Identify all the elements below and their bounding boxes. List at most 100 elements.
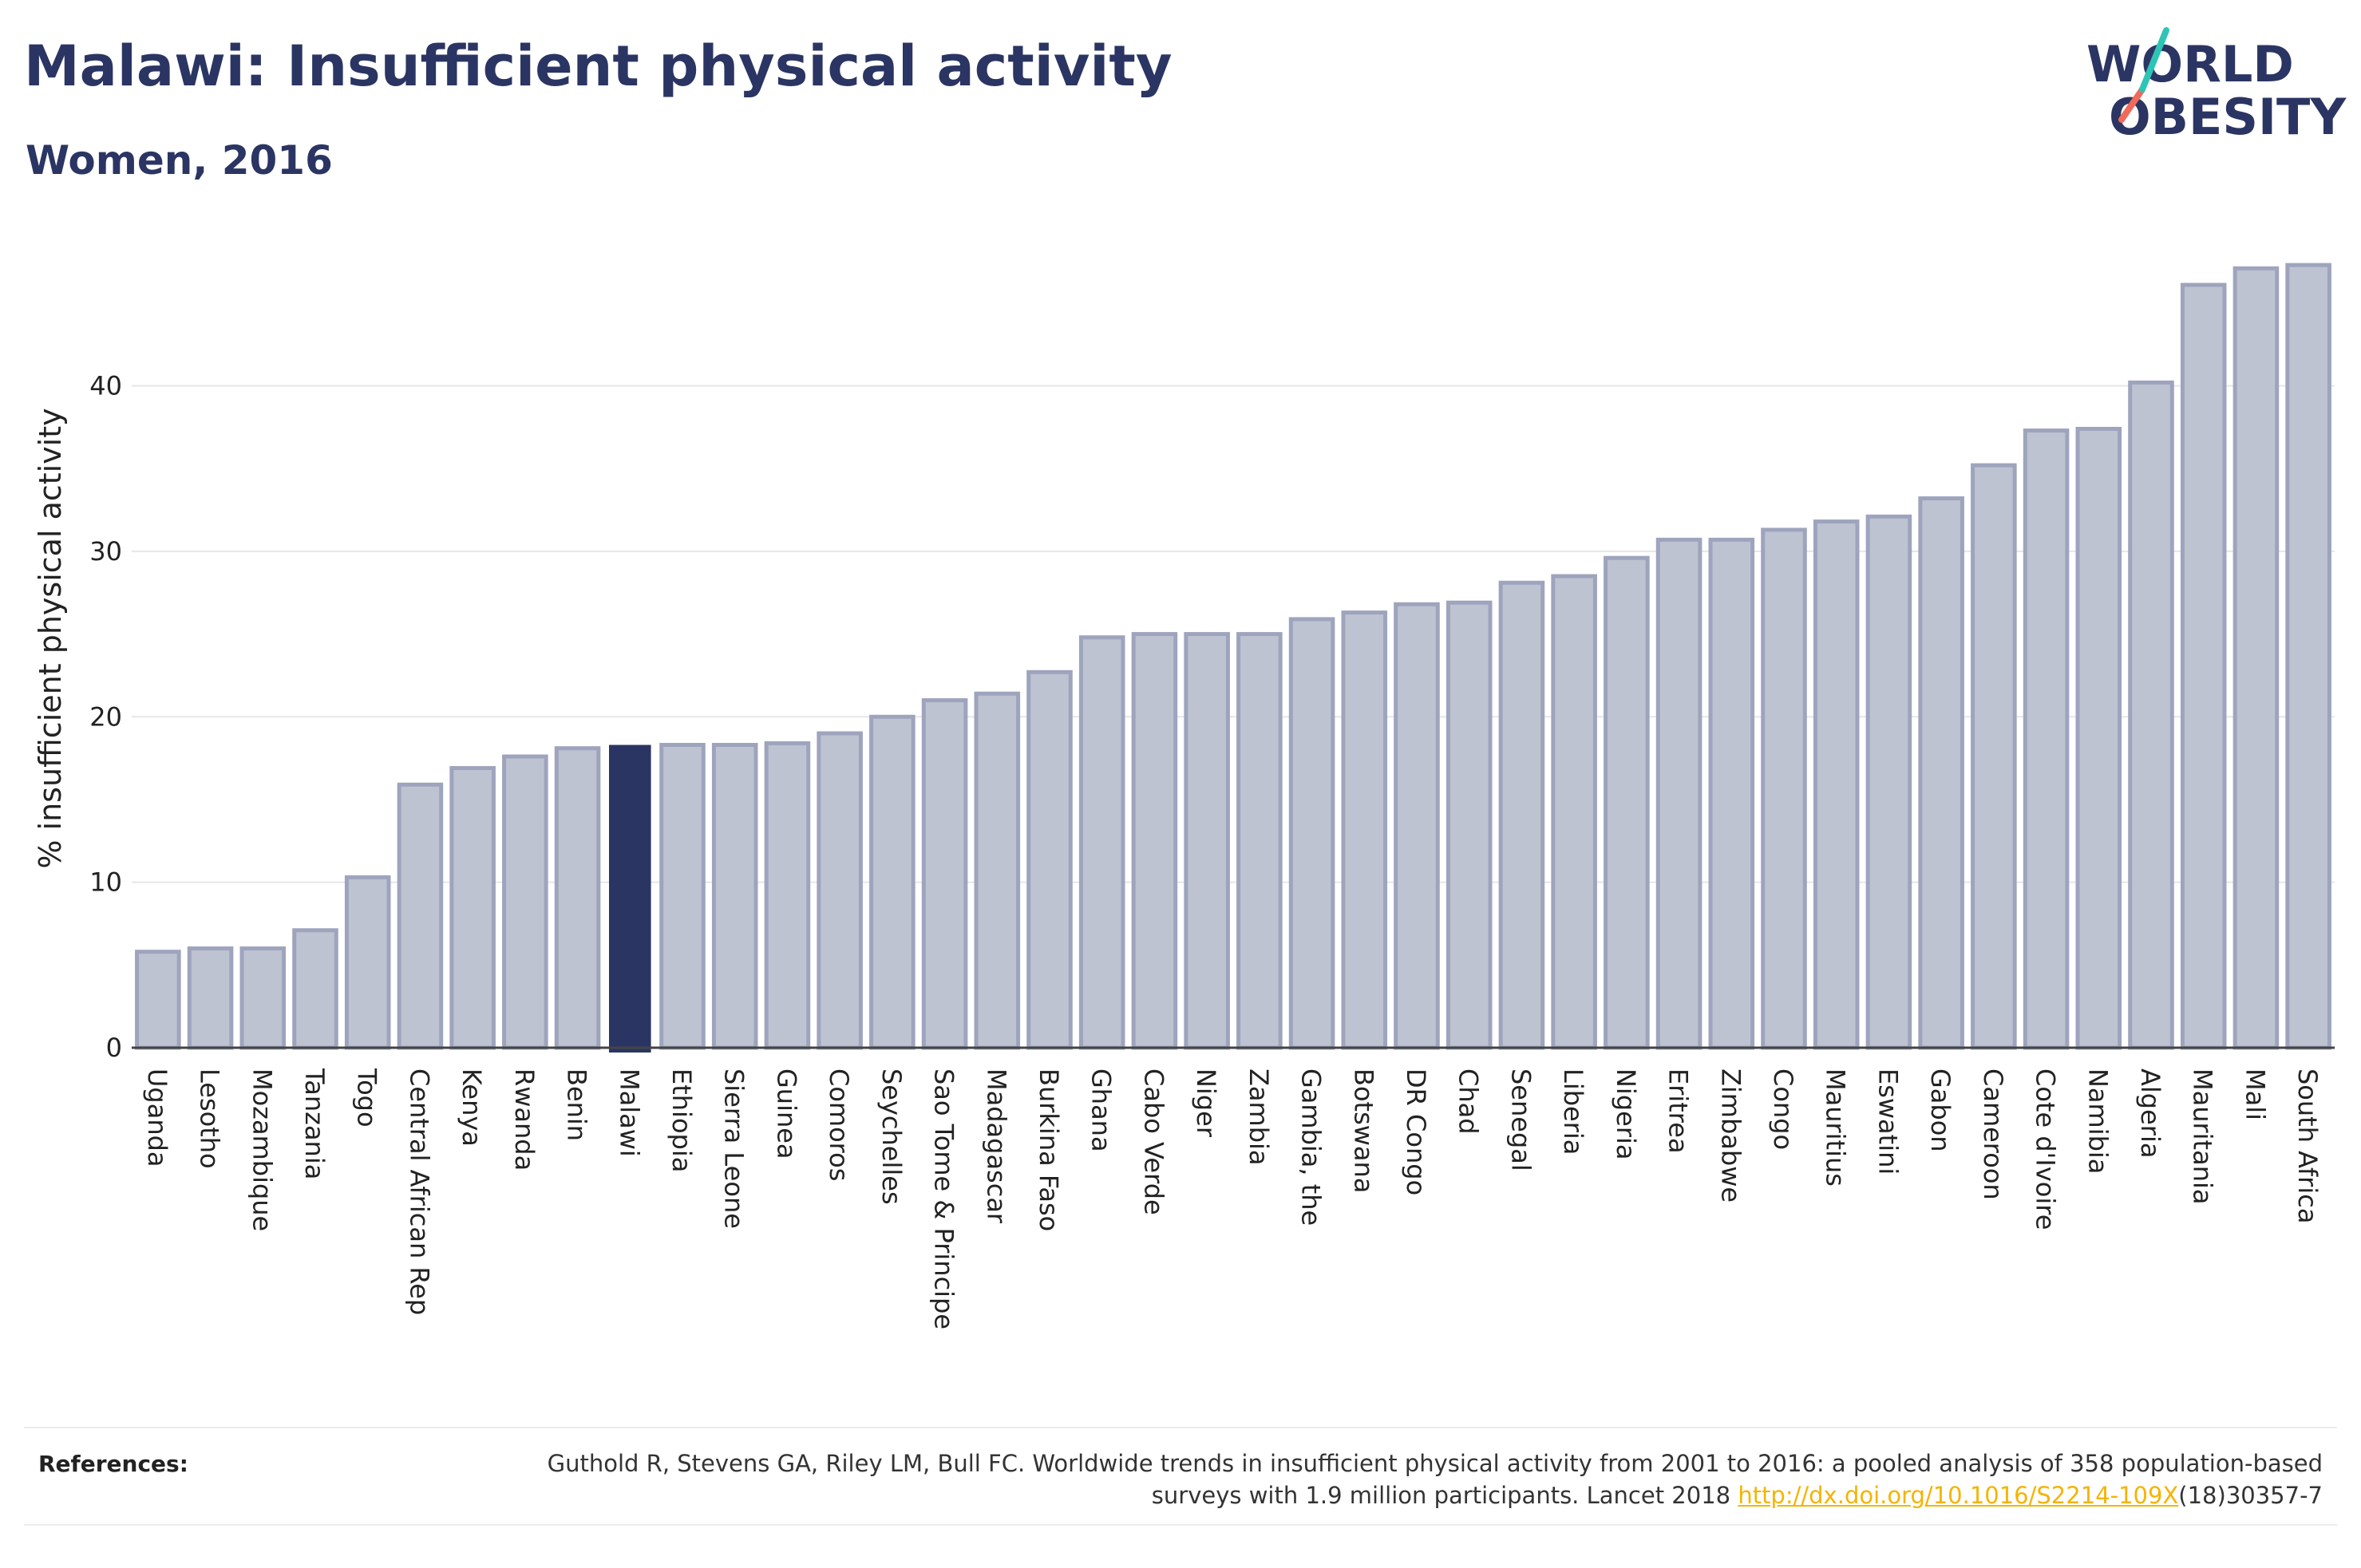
bar-niger	[1184, 632, 1230, 1050]
x-category-label: Mauritania	[2188, 1068, 2218, 1204]
bar-mali	[2232, 266, 2280, 1050]
y-tick-label: 10	[89, 867, 122, 898]
x-category-label: Madagascar	[981, 1068, 1011, 1224]
bar-chad	[1445, 600, 1493, 1050]
bar-cameroon	[1971, 463, 2017, 1050]
bar-tanzania	[292, 928, 338, 1050]
x-category-label: Gambia, the	[1296, 1068, 1327, 1226]
bar-kenya	[449, 766, 496, 1050]
x-category-label: Cote d'Ivoire	[2031, 1068, 2061, 1230]
x-category-label: Guinea	[771, 1068, 801, 1159]
x-category-label: Mauritius	[1821, 1068, 1851, 1187]
bar-madagascar	[974, 691, 1021, 1050]
x-category-label: Ethiopia	[666, 1068, 697, 1172]
world-obesity-logo: WORLD OBESITY	[2086, 27, 2347, 146]
bar-zimbabwe	[1708, 537, 1755, 1050]
bar-guinea	[764, 741, 811, 1050]
x-category-label: Benin	[562, 1068, 592, 1141]
x-category-label: Kenya	[457, 1068, 487, 1147]
x-category-label: Rwanda	[509, 1068, 540, 1171]
reference-citation-suffix: (18)30357-7	[2178, 1482, 2323, 1509]
bar-sao-tome-principe	[921, 698, 968, 1050]
bar-congo	[1761, 527, 1807, 1050]
logo-slash-teal	[2139, 27, 2169, 93]
bar-gabon	[1918, 496, 1964, 1050]
x-category-label: Ghana	[1086, 1068, 1117, 1152]
x-category-label: Zambia	[1244, 1068, 1274, 1166]
bar-liberia	[1551, 574, 1597, 1050]
bar-cabo-verde	[1131, 632, 1178, 1050]
x-category-label: DR Congo	[1401, 1068, 1431, 1195]
x-category-label: Cameroon	[1978, 1068, 2008, 1200]
logo-word-1: WORLD	[2086, 35, 2294, 93]
y-axis-ticks: 0 10 20 30 40	[89, 371, 122, 1063]
x-category-label: Gabon	[1925, 1068, 1956, 1152]
y-tick-label: 30	[89, 536, 122, 567]
bar-chart: 0 10 20 30 40 Uganda Lesotho Mozambique Tanzani…	[33, 263, 2335, 1329]
bar-burkina-faso	[1026, 669, 1073, 1050]
bar-eritrea	[1655, 537, 1703, 1050]
bar-namibia	[2075, 426, 2122, 1050]
y-tick-label: 20	[89, 701, 122, 732]
x-category-label: Cabo Verde	[1138, 1068, 1169, 1215]
x-axis-labels: Uganda Lesotho Mozambique Tanzania Togo Centr…	[142, 1068, 2323, 1329]
bar-gambia-the	[1288, 617, 1335, 1050]
x-category-label: Mali	[2240, 1068, 2270, 1120]
bar-nigeria	[1604, 555, 1650, 1050]
x-category-label: Niger	[1191, 1068, 1221, 1138]
x-category-label: Zimbabwe	[1715, 1068, 1746, 1203]
x-category-label: Sao Tome & Principe	[929, 1068, 959, 1329]
y-tick-label: 0	[106, 1033, 122, 1063]
logo-slash-coral	[2118, 86, 2145, 123]
bar-comoros	[817, 731, 863, 1050]
bar-sierra-leone	[711, 743, 758, 1050]
reference-doi-link[interactable]: http://dx.doi.org/10.1016/S2214-109X	[1738, 1482, 2179, 1509]
bar-ethiopia	[659, 743, 706, 1050]
bar-mozambique	[239, 946, 287, 1050]
x-category-label: Lesotho	[195, 1068, 225, 1169]
chart-title: Malawi: Insufficient physical activity	[24, 34, 1173, 99]
x-category-label: Burkina Faso	[1034, 1068, 1064, 1231]
references-text: Guthold R, Stevens GA, Riley LM, Bull FC…	[487, 1448, 2323, 1511]
x-category-label: Comoros	[824, 1068, 854, 1181]
bar-senegal	[1498, 580, 1545, 1050]
x-category-label: South Africa	[2292, 1068, 2323, 1223]
gridlines	[132, 385, 2335, 883]
bar-ghana	[1078, 635, 1125, 1050]
chart-subtitle: Women, 2016	[26, 137, 333, 184]
x-category-label: Congo	[1768, 1068, 1798, 1150]
x-category-label: Malawi	[614, 1068, 644, 1157]
bar-botswana	[1341, 610, 1388, 1050]
x-category-label: Sierra Leone	[719, 1068, 749, 1229]
logo-word-2: OBESITY	[2109, 88, 2347, 146]
bar-lesotho	[187, 946, 234, 1050]
bar-central-african-rep	[397, 782, 444, 1050]
x-category-label: Senegal	[1505, 1068, 1536, 1171]
bar-benin	[554, 746, 601, 1050]
x-category-label: Botswana	[1348, 1068, 1378, 1193]
x-category-label: Uganda	[142, 1068, 172, 1167]
bar-mauritania	[2180, 282, 2227, 1050]
bar-south-africa	[2285, 263, 2331, 1050]
bar-togo	[344, 875, 391, 1050]
x-category-label: Central African Rep	[404, 1068, 434, 1315]
x-category-label: Eswatini	[1873, 1068, 1903, 1175]
x-category-label: Tanzania	[299, 1068, 330, 1179]
bar-algeria	[2128, 380, 2174, 1050]
x-category-label: Eritrea	[1663, 1068, 1694, 1154]
bar-mauritius	[1813, 519, 1860, 1050]
bar-zambia	[1236, 632, 1283, 1050]
bar-rwanda	[502, 754, 548, 1050]
bar-uganda	[135, 950, 181, 1050]
x-category-label: Namibia	[2082, 1068, 2113, 1174]
reference-citation: Guthold R, Stevens GA, Riley LM, Bull FC…	[547, 1450, 2323, 1509]
x-category-label: Mozambique	[247, 1068, 277, 1231]
x-category-label: Togo	[352, 1068, 382, 1128]
y-axis-title: % insufficient physical activity	[33, 408, 68, 868]
bar-eswatini	[1865, 514, 1912, 1050]
x-category-label: Algeria	[2135, 1068, 2165, 1158]
x-category-label: Liberia	[1558, 1068, 1588, 1155]
x-category-label: Nigeria	[1611, 1068, 1641, 1159]
y-tick-label: 40	[89, 371, 122, 401]
bar-malawi	[609, 745, 651, 1053]
